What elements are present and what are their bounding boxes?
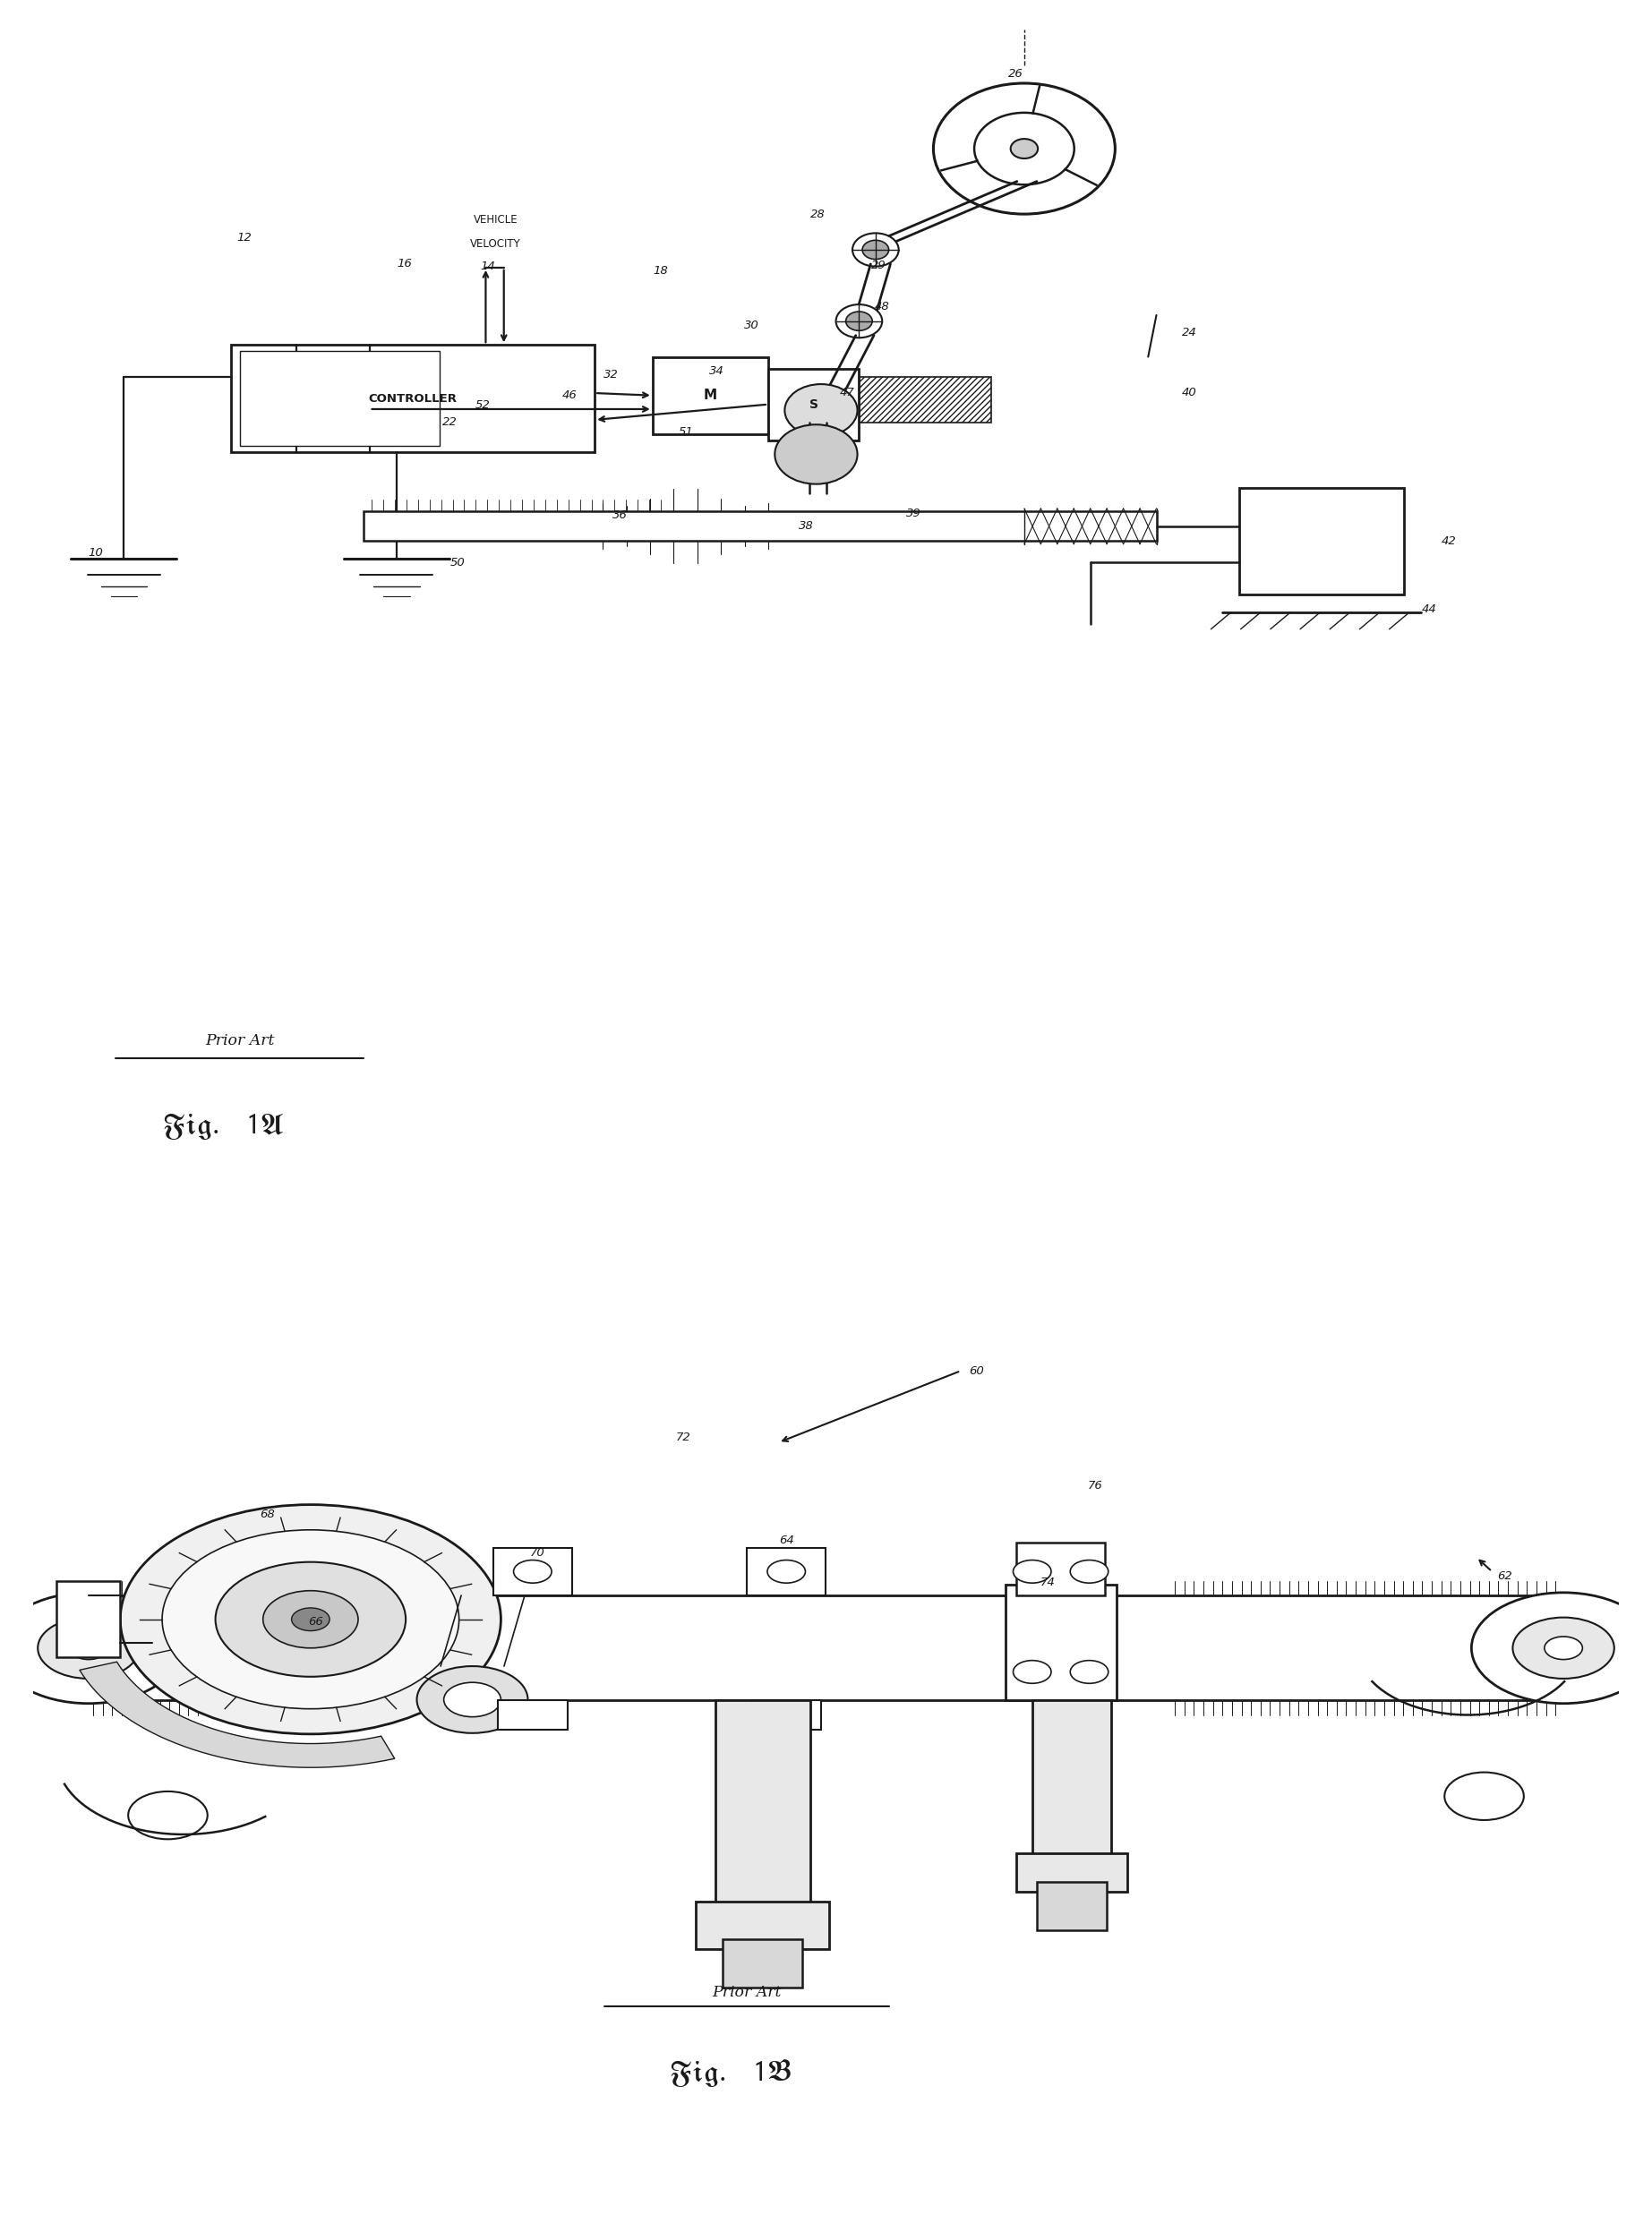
Text: $\mathfrak{Fig.}$  $\mathfrak{1B}$: $\mathfrak{Fig.}$ $\mathfrak{1B}$ [669,2058,793,2090]
Text: 68: 68 [261,1509,276,1521]
Bar [768,369,859,440]
Circle shape [1545,1636,1583,1661]
Text: 32: 32 [603,369,620,380]
Text: 46: 46 [562,389,578,400]
Text: 14: 14 [479,260,496,271]
Bar [859,378,991,422]
Bar [1037,1883,1107,1930]
Bar [747,1547,826,1596]
Text: M: M [704,389,717,402]
Text: 36: 36 [611,509,628,520]
Text: 10: 10 [88,547,104,558]
Text: 50: 50 [449,556,466,569]
Text: 20: 20 [388,416,405,429]
Text: 51: 51 [677,427,694,438]
Text: 74: 74 [1041,1576,1056,1587]
Bar [56,1581,121,1658]
Text: 16: 16 [396,258,413,269]
Circle shape [846,311,872,331]
Circle shape [215,1563,406,1676]
Bar [715,1701,809,1912]
Text: 24: 24 [1181,327,1198,338]
Circle shape [514,1561,552,1583]
Bar [1032,1701,1112,1863]
Circle shape [38,1618,139,1678]
Text: 62: 62 [1497,1569,1512,1583]
Text: 70: 70 [530,1547,545,1558]
Text: $\mathfrak{Fig.}$  $\mathfrak{1A}$: $\mathfrak{Fig.}$ $\mathfrak{1A}$ [162,1112,284,1140]
Circle shape [933,82,1115,213]
Circle shape [69,1636,107,1661]
Circle shape [121,1505,501,1734]
Bar [240,351,439,447]
Text: 26: 26 [1008,69,1024,80]
Bar [1016,1543,1105,1596]
Polygon shape [79,1663,395,1767]
Circle shape [416,1667,529,1734]
Circle shape [129,1792,208,1838]
Bar [1016,1854,1127,1892]
Circle shape [975,113,1074,185]
Bar [89,1596,1563,1701]
Circle shape [852,233,899,267]
Circle shape [775,425,857,485]
Text: S: S [809,398,818,411]
Bar [231,345,595,451]
Bar [922,1601,1206,1696]
Text: 76: 76 [1089,1481,1104,1492]
Text: 38: 38 [798,520,814,531]
Text: Prior Art: Prior Art [712,1985,781,2001]
Bar [1239,487,1404,594]
Circle shape [263,1592,358,1647]
Text: 22: 22 [441,416,458,429]
Circle shape [444,1683,501,1716]
Circle shape [1513,1618,1614,1678]
Circle shape [1070,1561,1108,1583]
Bar [492,1547,572,1596]
Text: VEHICLE: VEHICLE [474,213,517,227]
Circle shape [1013,1661,1051,1683]
Circle shape [1013,1561,1051,1583]
Text: 28: 28 [809,209,826,220]
Text: 44: 44 [1421,602,1437,616]
Circle shape [0,1592,180,1703]
Text: 34: 34 [709,365,725,378]
Text: CONTROLLER: CONTROLLER [368,393,458,405]
Circle shape [1444,1772,1523,1821]
Circle shape [291,1607,330,1632]
Text: 18: 18 [653,265,669,278]
Text: 64: 64 [778,1534,795,1545]
Text: VELOCITY: VELOCITY [471,238,520,249]
Bar [653,356,768,433]
Bar [363,511,1156,540]
Text: 42: 42 [1441,536,1457,547]
Bar [695,1901,829,1950]
Circle shape [862,240,889,260]
Text: 12: 12 [236,231,253,245]
Bar [1004,1585,1117,1701]
Text: 40: 40 [1181,387,1198,398]
Circle shape [1011,138,1037,158]
Text: 48: 48 [874,300,890,313]
Circle shape [767,1561,806,1583]
Circle shape [1070,1661,1108,1683]
Text: 66: 66 [307,1616,322,1627]
Text: 39: 39 [905,509,922,520]
Text: 52: 52 [474,400,491,411]
Bar [446,1601,730,1696]
Circle shape [162,1529,459,1709]
Text: 60: 60 [970,1365,985,1376]
Circle shape [836,305,882,338]
Text: Prior Art: Prior Art [205,1034,274,1049]
Text: 47: 47 [839,387,856,398]
Circle shape [785,385,857,436]
Text: 72: 72 [676,1432,691,1443]
Text: 30: 30 [743,320,760,331]
Bar [724,1938,803,1987]
Circle shape [1472,1592,1652,1703]
Bar [752,1701,821,1729]
Bar [497,1701,568,1729]
Text: 29: 29 [871,260,887,271]
